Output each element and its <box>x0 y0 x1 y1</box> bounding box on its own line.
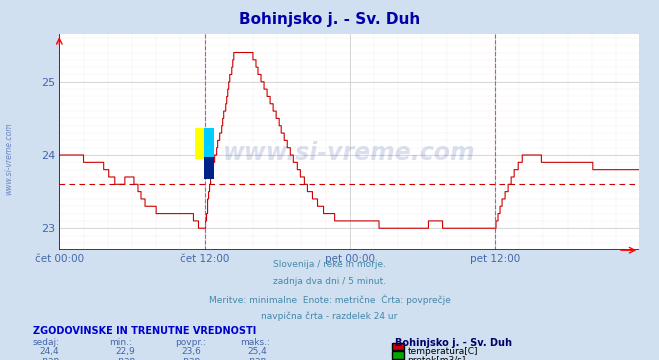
Text: navpična črta - razdelek 24 ur: navpična črta - razdelek 24 ur <box>262 312 397 321</box>
Bar <box>204 157 214 179</box>
Text: -nan: -nan <box>40 356 59 360</box>
Text: 24,4: 24,4 <box>40 347 59 356</box>
Text: Slovenija / reke in morje.: Slovenija / reke in morje. <box>273 260 386 269</box>
Text: zadnja dva dni / 5 minut.: zadnja dva dni / 5 minut. <box>273 277 386 286</box>
Text: pretok[m3/s]: pretok[m3/s] <box>407 356 466 360</box>
Text: ZGODOVINSKE IN TRENUTNE VREDNOSTI: ZGODOVINSKE IN TRENUTNE VREDNOSTI <box>33 326 256 336</box>
Text: Bohinjsko j. - Sv. Duh: Bohinjsko j. - Sv. Duh <box>239 12 420 27</box>
Bar <box>196 128 214 159</box>
Text: 25,4: 25,4 <box>247 347 267 356</box>
Text: -nan: -nan <box>181 356 201 360</box>
Text: temperatura[C]: temperatura[C] <box>407 347 478 356</box>
Text: maks.:: maks.: <box>241 338 270 347</box>
Text: Meritve: minimalne  Enote: metrične  Črta: povprečje: Meritve: minimalne Enote: metrične Črta:… <box>208 294 451 305</box>
Text: min.:: min.: <box>109 338 132 347</box>
Text: www.si-vreme.com: www.si-vreme.com <box>4 122 13 195</box>
Text: sedaj:: sedaj: <box>33 338 60 347</box>
Text: Bohinjsko j. - Sv. Duh: Bohinjsko j. - Sv. Duh <box>395 338 513 348</box>
Text: www.si-vreme.com: www.si-vreme.com <box>223 141 476 165</box>
Text: -nan: -nan <box>247 356 267 360</box>
Bar <box>204 128 214 159</box>
Text: 23,6: 23,6 <box>181 347 201 356</box>
Text: 22,9: 22,9 <box>115 347 135 356</box>
Text: -nan: -nan <box>115 356 135 360</box>
Text: povpr.:: povpr.: <box>175 338 206 347</box>
